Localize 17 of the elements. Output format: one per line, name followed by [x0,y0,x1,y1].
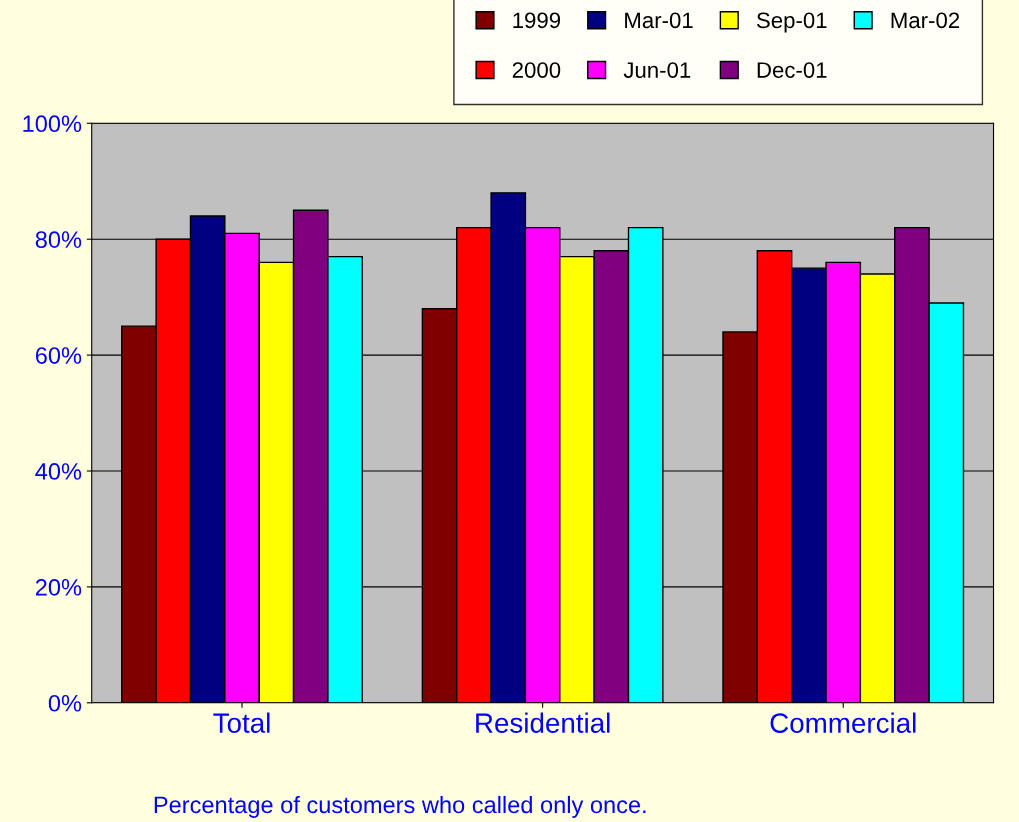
legend-label: Sep-01 [756,12,827,33]
x-tick-label: Total [213,712,270,733]
y-tick-label: 20% [35,578,82,596]
legend-label: 2000 [512,62,561,78]
legend-label: Mar-02 [891,12,960,29]
y-tick-label: 0% [48,694,82,712]
legend-label: Dec-01 [757,62,827,78]
y-tick-label: 40% [35,463,82,480]
y-tick-label: 80% [35,231,82,248]
legend-label: 1999 [513,12,561,29]
y-tick-label: 60% [35,347,82,364]
y-tick-label: 100% [23,115,82,133]
legend-label: Mar-01 [625,12,693,29]
x-tick-label: Residential [476,712,610,733]
legend-label: Jun-01 [623,62,691,78]
x-tick-label: Commercial [770,712,916,733]
text: Percentage of customers who called only once. [154,795,646,818]
